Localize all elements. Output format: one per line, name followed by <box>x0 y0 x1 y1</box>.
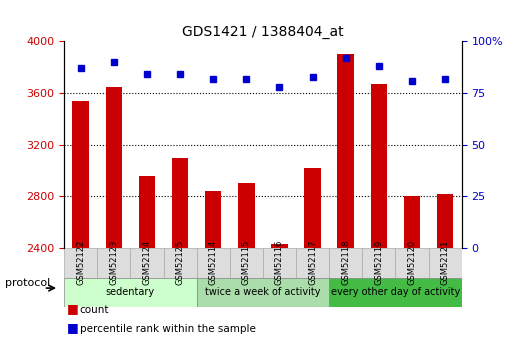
FancyBboxPatch shape <box>130 248 164 277</box>
Bar <box>404 196 420 248</box>
Bar <box>172 158 188 248</box>
FancyBboxPatch shape <box>263 248 296 277</box>
Bar <box>106 87 122 248</box>
Text: twice a week of activity: twice a week of activity <box>205 287 321 297</box>
FancyBboxPatch shape <box>64 248 97 277</box>
Text: GSM52122: GSM52122 <box>76 240 85 285</box>
Text: ■: ■ <box>67 321 78 334</box>
Bar <box>437 194 453 248</box>
Bar <box>72 101 89 248</box>
Text: GSM52121: GSM52121 <box>441 240 449 285</box>
Text: GSM52117: GSM52117 <box>308 240 317 285</box>
FancyBboxPatch shape <box>196 277 329 307</box>
Text: GSM52124: GSM52124 <box>143 240 151 285</box>
FancyBboxPatch shape <box>64 277 196 307</box>
Text: GSM52116: GSM52116 <box>275 240 284 285</box>
Bar <box>238 184 254 248</box>
Bar <box>304 168 321 248</box>
Text: GSM52119: GSM52119 <box>374 240 383 285</box>
Text: GSM52125: GSM52125 <box>175 240 185 285</box>
Text: ■: ■ <box>67 302 78 315</box>
FancyBboxPatch shape <box>428 248 462 277</box>
Bar <box>338 54 354 248</box>
Text: every other day of activity: every other day of activity <box>331 287 460 297</box>
FancyBboxPatch shape <box>362 248 396 277</box>
Title: GDS1421 / 1388404_at: GDS1421 / 1388404_at <box>182 25 344 39</box>
FancyBboxPatch shape <box>329 277 462 307</box>
FancyBboxPatch shape <box>396 248 428 277</box>
Text: GSM52123: GSM52123 <box>109 240 119 285</box>
Bar <box>139 176 155 248</box>
Bar <box>370 84 387 248</box>
Text: GSM52118: GSM52118 <box>341 240 350 285</box>
FancyBboxPatch shape <box>97 248 130 277</box>
FancyBboxPatch shape <box>329 248 362 277</box>
Text: GSM52115: GSM52115 <box>242 240 251 285</box>
Text: GSM52114: GSM52114 <box>209 240 218 285</box>
FancyBboxPatch shape <box>230 248 263 277</box>
Text: protocol: protocol <box>5 278 50 288</box>
Text: GSM52120: GSM52120 <box>407 240 417 285</box>
FancyBboxPatch shape <box>296 248 329 277</box>
FancyBboxPatch shape <box>196 248 230 277</box>
FancyBboxPatch shape <box>164 248 196 277</box>
Bar <box>271 244 288 248</box>
Bar <box>205 191 222 248</box>
Text: percentile rank within the sample: percentile rank within the sample <box>80 324 255 334</box>
Text: sedentary: sedentary <box>106 287 155 297</box>
Text: count: count <box>80 305 109 315</box>
